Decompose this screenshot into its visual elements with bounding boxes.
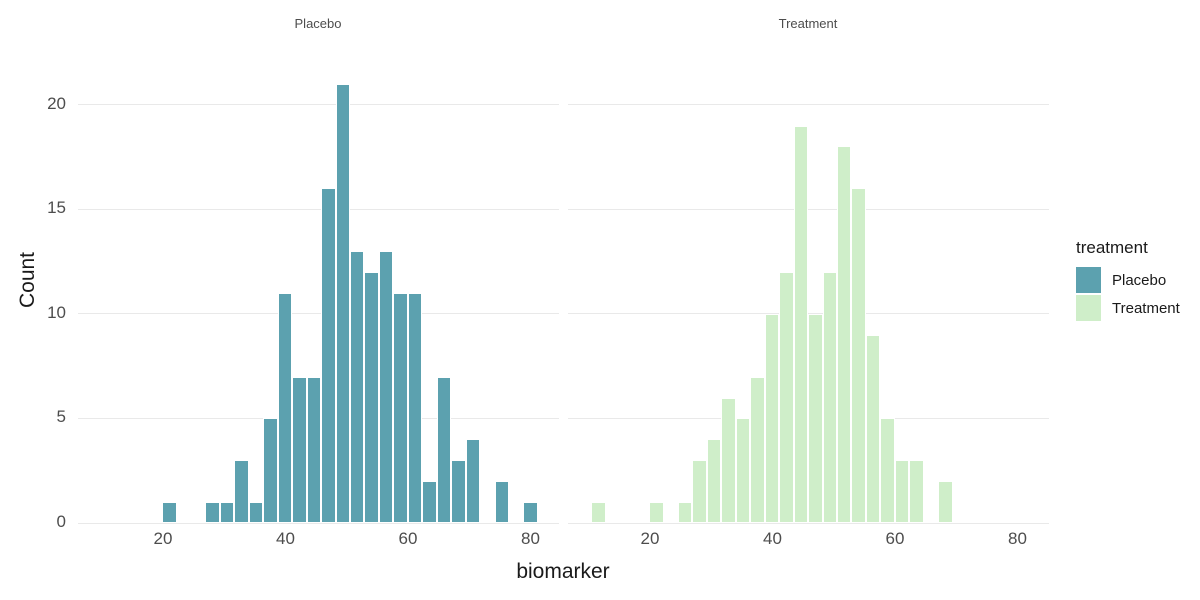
placebo-color-swatch [1076,267,1101,293]
histogram-bar [735,418,751,523]
gridline-y-10 [568,313,1049,314]
histogram-bar [162,502,177,523]
x-tick-label: 80 [521,529,540,548]
gridline-y-0 [78,523,559,524]
histogram-bar [248,502,264,523]
y-tick-label: 5 [56,407,66,426]
histogram-bar [894,460,910,523]
x-tick-label: 40 [763,529,782,548]
x-tick-label: 20 [153,529,173,548]
histogram-bar [706,439,722,523]
histogram-bar [306,376,322,523]
histogram-bar [909,460,924,523]
legend-label-placebo: Placebo [1112,271,1167,289]
histogram-bar [292,376,307,523]
histogram-bar [349,251,365,523]
histogram-bar [677,502,693,523]
x-tick-label: 80 [1008,529,1027,548]
histogram-bar [277,292,293,523]
histogram-bar [750,376,765,523]
histogram-bar [234,460,249,523]
legend-entry-placebo: Placebo [1076,267,1196,293]
histogram-bar [219,502,235,523]
histogram-bar [465,439,481,523]
treatment-color-swatch [1076,295,1101,321]
histogram-bar [851,188,866,523]
histogram-bar [793,125,809,523]
y-tick-label: 15 [47,198,66,217]
x-axis-title: biomarker [516,560,610,583]
histogram-bar [364,272,379,523]
histogram-bar [764,313,780,523]
histogram-bar [451,460,466,523]
y-tick-label: 20 [47,94,66,113]
histogram-bar [865,334,881,523]
gridline-y-0 [568,523,1049,524]
legend-entry-treatment: Treatment [1076,295,1196,321]
y-tick-label: 10 [47,303,66,322]
histogram-bar [692,460,707,523]
histogram-bar [422,481,437,523]
histogram-bar [808,313,823,523]
gridline-y-20 [78,104,559,105]
histogram-bar [494,481,509,523]
histogram-bar [721,397,736,523]
panel-placebo [78,40,559,524]
strip-title-placebo: Placebo [294,16,342,31]
x-tick-label: 40 [276,529,295,548]
gridline-y-10 [78,313,559,314]
histogram-bar [378,251,394,523]
histogram-bar [436,376,452,523]
legend: treatment Placebo Treatment [1076,238,1196,323]
histogram-bar [407,292,423,523]
histogram-bar [393,292,408,523]
histogram-bar [779,272,794,523]
x-tick-label: 20 [640,529,660,548]
gridline-y-20 [568,104,1049,105]
histogram-bar [591,502,606,523]
x-tick-label: 60 [885,529,905,548]
strip-title-treatment: Treatment [778,16,838,31]
histogram-bar [880,418,895,523]
x-tick-label: 60 [398,529,418,548]
histogram-bar [822,272,837,523]
gridline-y-15 [568,209,1049,210]
histogram-bar [938,481,953,523]
histogram-bar [263,418,278,523]
y-axis-title: Count [16,251,39,309]
histogram-bar [335,83,350,523]
histogram-bar [321,188,336,523]
histogram-bar [523,502,538,523]
gridline-y-15 [78,209,559,210]
histogram-bar [836,146,852,523]
legend-title: treatment [1076,238,1148,257]
panel-treatment [568,40,1049,524]
y-tick-label: 0 [56,512,66,531]
histogram-bar [205,502,220,523]
legend-label-treatment: Treatment [1112,299,1180,317]
histogram-bar [649,502,664,523]
